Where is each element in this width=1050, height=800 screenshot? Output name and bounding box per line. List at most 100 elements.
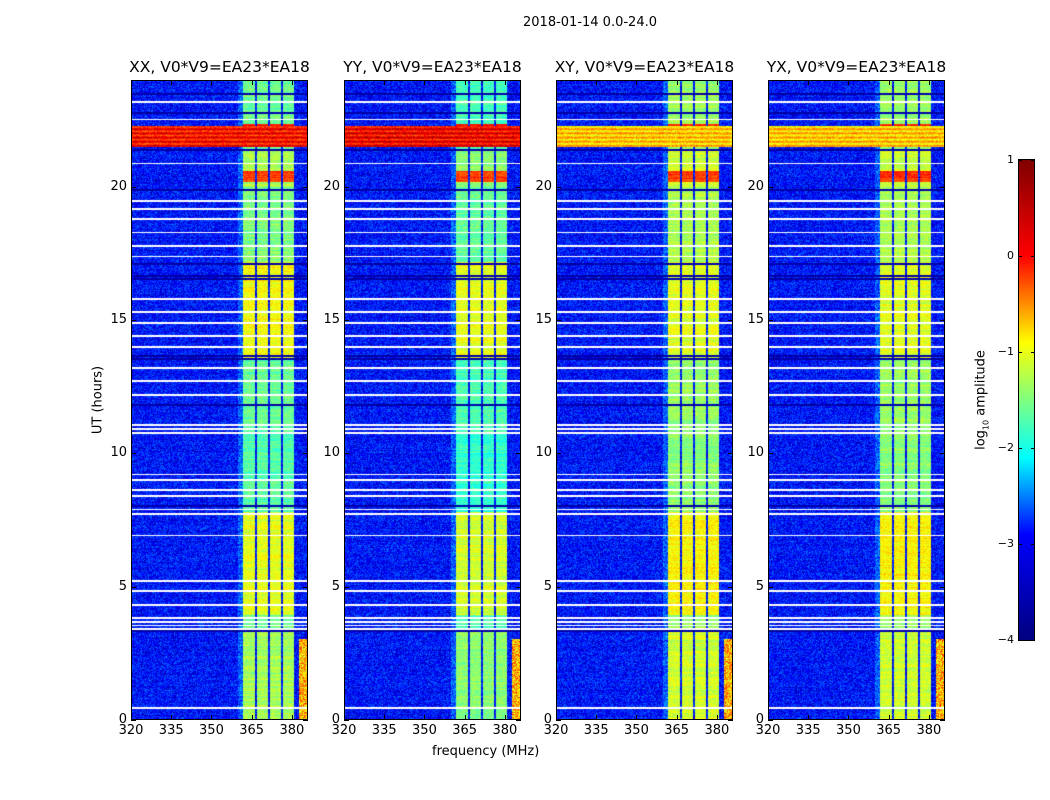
y-tick-mark bbox=[344, 586, 349, 588]
colorbar-tick-mark bbox=[1018, 640, 1022, 641]
x-tick-label: 380 bbox=[492, 723, 518, 738]
x-tick-mark bbox=[424, 715, 426, 720]
colorbar-tick-mark bbox=[1031, 640, 1035, 641]
x-tick-mark bbox=[464, 80, 466, 85]
colorbar-label: log10 amplitude bbox=[974, 350, 991, 450]
spectrogram-panel bbox=[344, 80, 521, 720]
x-tick-mark bbox=[676, 80, 678, 85]
y-tick-label: 20 bbox=[323, 178, 340, 194]
x-tick-label: 365 bbox=[664, 723, 690, 738]
x-tick-mark bbox=[716, 80, 718, 85]
y-tick-label: 20 bbox=[535, 178, 552, 194]
x-tick-mark bbox=[171, 715, 173, 720]
colorbar-tick-label: −2 bbox=[997, 441, 1014, 454]
x-tick-mark bbox=[344, 80, 345, 85]
y-tick-mark bbox=[768, 320, 773, 321]
x-tick-mark bbox=[211, 80, 213, 85]
panel-title: XY, V0*V9=EA23*EA18 bbox=[554, 58, 735, 76]
x-tick-mark bbox=[848, 715, 850, 720]
colorbar-tick-mark bbox=[1031, 352, 1035, 353]
y-tick-label: 20 bbox=[747, 178, 764, 194]
y-tick-mark bbox=[940, 720, 945, 721]
x-tick-label: 350 bbox=[412, 723, 437, 738]
x-tick-mark bbox=[716, 715, 718, 720]
y-tick-mark bbox=[940, 586, 945, 588]
y-tick-label: 0 bbox=[331, 712, 340, 727]
x-tick-mark bbox=[888, 715, 890, 720]
y-tick-mark bbox=[768, 720, 773, 721]
y-tick-label: 10 bbox=[747, 445, 764, 461]
y-tick-mark bbox=[131, 720, 136, 721]
y-tick-mark bbox=[516, 186, 521, 188]
x-tick-mark bbox=[131, 80, 132, 85]
y-tick-label: 5 bbox=[118, 578, 127, 594]
x-tick-mark bbox=[464, 715, 466, 720]
x-tick-mark bbox=[556, 80, 557, 85]
y-tick-label: 0 bbox=[755, 712, 764, 727]
x-tick-label: 350 bbox=[199, 723, 224, 738]
y-tick-mark bbox=[940, 186, 945, 188]
x-tick-label: 335 bbox=[158, 723, 184, 738]
x-tick-label: 350 bbox=[836, 723, 861, 738]
y-tick-mark bbox=[303, 186, 308, 188]
x-tick-label: 365 bbox=[876, 723, 902, 738]
x-tick-mark bbox=[596, 715, 598, 720]
spectrogram-heatmap bbox=[557, 81, 732, 719]
colorbar-label-sub: 10 bbox=[981, 419, 991, 431]
x-tick-label: 320 bbox=[331, 723, 357, 738]
x-tick-mark bbox=[676, 715, 678, 720]
x-tick-mark bbox=[384, 715, 386, 720]
colorbar-tick-mark bbox=[1018, 256, 1022, 257]
x-tick-mark bbox=[424, 80, 426, 85]
colorbar-tick-label: 1 bbox=[1007, 153, 1014, 166]
figure-title: 2018-01-14 0.0-24.0 bbox=[523, 15, 657, 30]
y-tick-mark bbox=[516, 586, 521, 588]
y-tick-mark bbox=[728, 453, 733, 455]
spectrogram-panel bbox=[768, 80, 945, 720]
y-tick-mark bbox=[768, 453, 773, 455]
y-tick-mark bbox=[131, 186, 136, 188]
colorbar-tick-mark bbox=[1031, 544, 1035, 545]
y-tick-label: 20 bbox=[110, 178, 127, 194]
y-tick-label: 0 bbox=[118, 712, 127, 727]
colorbar-tick-mark bbox=[1018, 160, 1022, 161]
y-tick-mark bbox=[768, 586, 773, 588]
y-tick-mark bbox=[940, 453, 945, 455]
x-tick-mark bbox=[808, 715, 810, 720]
y-tick-mark bbox=[344, 320, 349, 321]
y-tick-mark bbox=[556, 720, 561, 721]
x-tick-label: 365 bbox=[239, 723, 265, 738]
y-tick-mark bbox=[344, 453, 349, 455]
x-tick-mark bbox=[211, 715, 213, 720]
x-tick-label: 320 bbox=[755, 723, 781, 738]
x-tick-mark bbox=[768, 80, 769, 85]
panel-title: XX, V0*V9=EA23*EA18 bbox=[129, 58, 310, 76]
y-tick-mark bbox=[131, 586, 136, 588]
x-axis-label: frequency (MHz) bbox=[432, 744, 540, 759]
y-tick-mark bbox=[303, 720, 308, 721]
x-tick-label: 320 bbox=[118, 723, 144, 738]
colorbar-tick-mark bbox=[1031, 256, 1035, 257]
y-tick-mark bbox=[516, 320, 521, 321]
y-tick-mark bbox=[728, 720, 733, 721]
x-tick-label: 335 bbox=[583, 723, 609, 738]
spectrogram-panel bbox=[556, 80, 733, 720]
x-tick-label: 335 bbox=[795, 723, 821, 738]
y-tick-mark bbox=[516, 453, 521, 455]
y-tick-mark bbox=[303, 320, 308, 321]
colorbar-tick-label: −3 bbox=[997, 537, 1014, 550]
x-tick-mark bbox=[344, 715, 345, 720]
y-tick-label: 10 bbox=[535, 445, 552, 461]
x-tick-mark bbox=[808, 80, 810, 85]
y-tick-mark bbox=[344, 186, 349, 188]
x-tick-mark bbox=[131, 715, 132, 720]
y-tick-mark bbox=[516, 720, 521, 721]
colorbar-tick-mark bbox=[1031, 448, 1035, 449]
y-tick-mark bbox=[556, 320, 561, 321]
x-tick-mark bbox=[596, 80, 598, 85]
y-tick-mark bbox=[303, 453, 308, 455]
spectrogram-panel bbox=[131, 80, 308, 720]
x-tick-label: 320 bbox=[543, 723, 569, 738]
y-tick-mark bbox=[556, 586, 561, 588]
x-tick-mark bbox=[251, 80, 253, 85]
